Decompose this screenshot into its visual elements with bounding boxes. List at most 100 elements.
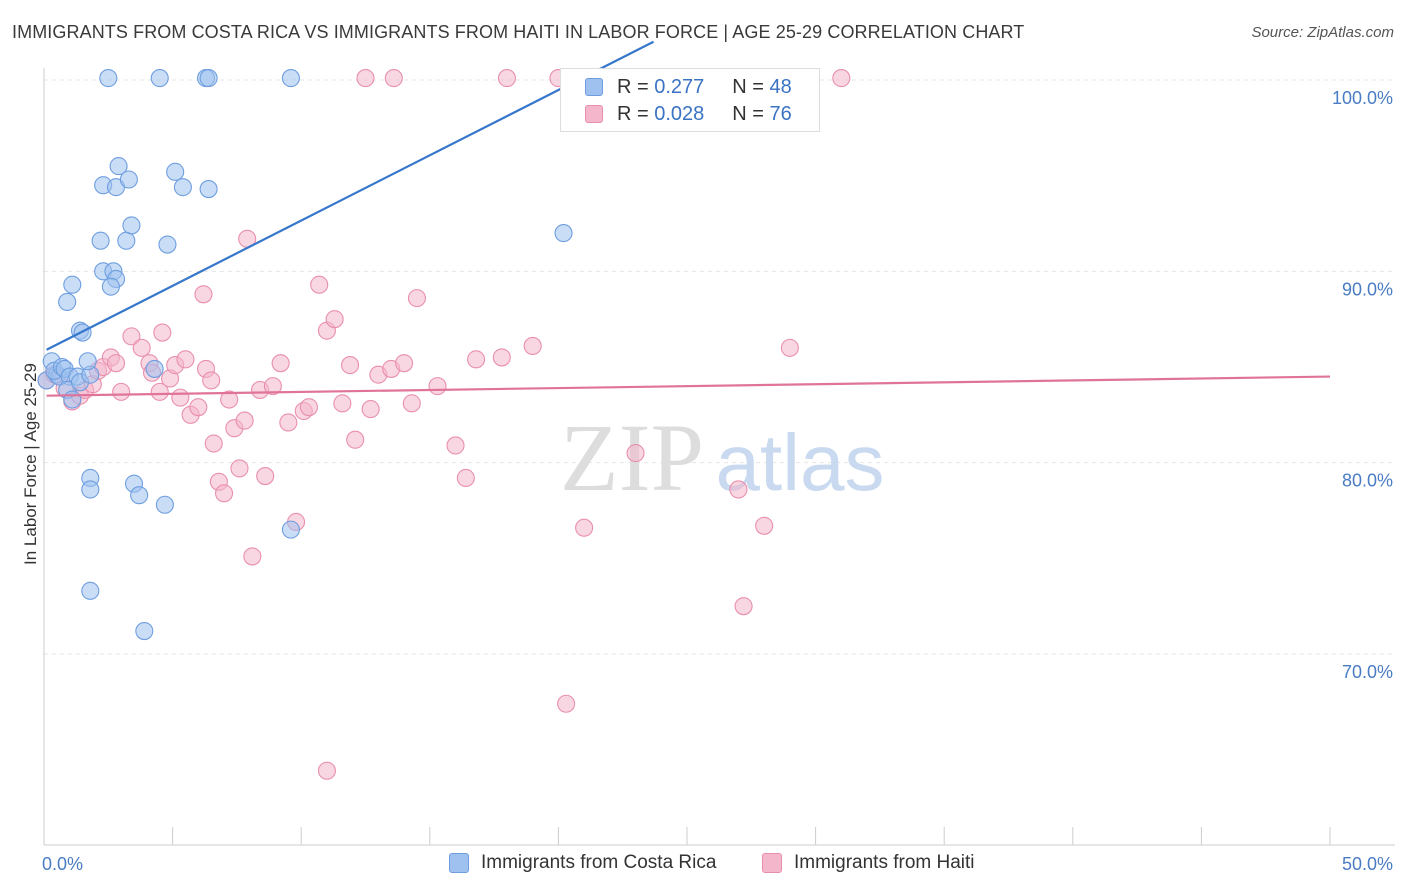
data-point-costa-rica [199,69,218,88]
data-point-costa-rica [109,157,128,176]
data-point-haiti [734,597,753,616]
data-point-costa-rica [63,275,82,294]
trend-line-haiti [46,375,1331,397]
data-point-haiti [189,398,208,417]
data-point-haiti [626,444,645,463]
data-point-haiti [557,694,576,713]
data-point-costa-rica [117,231,136,250]
trend-lines [46,40,1331,397]
data-point-haiti [220,390,239,409]
data-point-costa-rica [166,162,185,181]
legend-swatch-haiti [762,853,782,873]
data-point-haiti [132,338,151,357]
data-point-haiti [361,400,380,419]
data-point-haiti [575,518,594,537]
legend-label-costa-rica: Immigrants from Costa Rica [481,852,717,873]
legend-item-haiti: Immigrants from Haiti [762,852,975,874]
data-point-haiti [402,394,421,413]
data-point-costa-rica [119,170,138,189]
data-point-haiti [325,310,344,329]
data-point-haiti [230,459,249,478]
y-axis-label: In Labor Force | Age 25-29 [21,363,40,565]
data-point-haiti [346,430,365,449]
source-label: Source: ZipAtlas.com [1251,24,1394,41]
data-point-haiti [356,69,375,88]
data-point-haiti [150,382,169,401]
data-point-haiti [428,377,447,396]
data-point-costa-rica [150,69,169,88]
legend-swatch-costa-rica [449,853,469,873]
data-point-costa-rica [101,277,120,296]
legend-r-value: 0.028 [654,102,705,125]
data-point-haiti [729,480,748,499]
grid-lines [44,79,1395,655]
legend-n-value: 76 [769,102,792,125]
data-point-costa-rica [173,178,192,197]
y-axis-label-text: In Labor Force | Age 25-29 [21,363,40,565]
data-point-haiti [112,382,131,401]
legend-n-label: N = [732,75,764,98]
data-point-haiti [122,327,141,346]
data-point-costa-rica [63,390,82,409]
data-point-costa-rica [99,69,118,88]
data-point-costa-rica [81,581,100,600]
data-point-haiti [755,516,774,535]
legend-label-haiti: Immigrants from Haiti [794,852,975,873]
series-haiti-points [37,69,851,780]
data-point-costa-rica [58,292,77,311]
legend-r-label: R = [617,102,649,125]
data-point-haiti [271,354,290,373]
y-tick-label: 80.0% [1342,471,1393,491]
data-point-haiti [153,323,172,342]
data-point-costa-rica [281,69,300,88]
y-tick-label: 100.0% [1332,88,1393,108]
data-point-haiti [467,350,486,369]
data-point-costa-rica [122,216,141,235]
data-point-haiti [202,371,221,390]
data-point-haiti [395,354,414,373]
data-point-costa-rica [554,224,573,243]
x-tick-label: 50.0% [1342,854,1393,874]
legend-row-costa-rica: R = 0.277 N = 48 [585,74,792,100]
data-point-haiti [279,413,298,432]
data-point-costa-rica [81,480,100,499]
legend-n-label: N = [732,102,764,125]
data-point-costa-rica [145,359,164,378]
data-point-haiti [299,398,318,417]
data-point-costa-rica [281,520,300,539]
data-point-haiti [341,356,360,375]
legend-swatch-costa-rica [585,78,603,96]
legend-r-value: 0.277 [654,75,705,98]
tick-labels: 70.0% 80.0% 90.0% 100.0% 0.0% 50.0% [42,88,1393,874]
data-point-haiti [256,467,275,486]
data-point-haiti [235,411,254,430]
data-point-haiti [523,336,542,356]
legend-item-costa-rica: Immigrants from Costa Rica [449,852,716,874]
data-point-haiti [317,761,336,780]
data-point-costa-rica [91,231,110,250]
series-costa-rica-points [37,69,573,641]
data-point-costa-rica [130,486,149,505]
data-point-haiti [780,338,799,357]
data-point-haiti [204,434,223,453]
data-point-costa-rica [158,235,177,254]
data-point-haiti [106,354,126,373]
data-point-haiti [176,350,195,369]
data-point-haiti [456,468,475,488]
legend-r-label: R = [617,75,649,98]
data-point-haiti [214,484,234,503]
data-point-haiti [333,394,352,413]
correlation-legend: R = 0.277 N = 48 R = 0.028 N = 76 [560,68,820,132]
data-point-haiti [243,547,262,566]
y-tick-label: 90.0% [1342,279,1393,299]
data-point-haiti [497,69,517,88]
data-point-costa-rica [78,352,97,371]
data-point-costa-rica [199,180,218,199]
axes [43,68,1395,846]
series-legend: Immigrants from Costa Rica Immigrants fr… [0,852,1406,878]
data-point-haiti [832,69,851,88]
data-point-haiti [171,388,190,407]
legend-row-haiti: R = 0.028 N = 76 [585,101,792,127]
data-point-haiti [263,377,282,396]
